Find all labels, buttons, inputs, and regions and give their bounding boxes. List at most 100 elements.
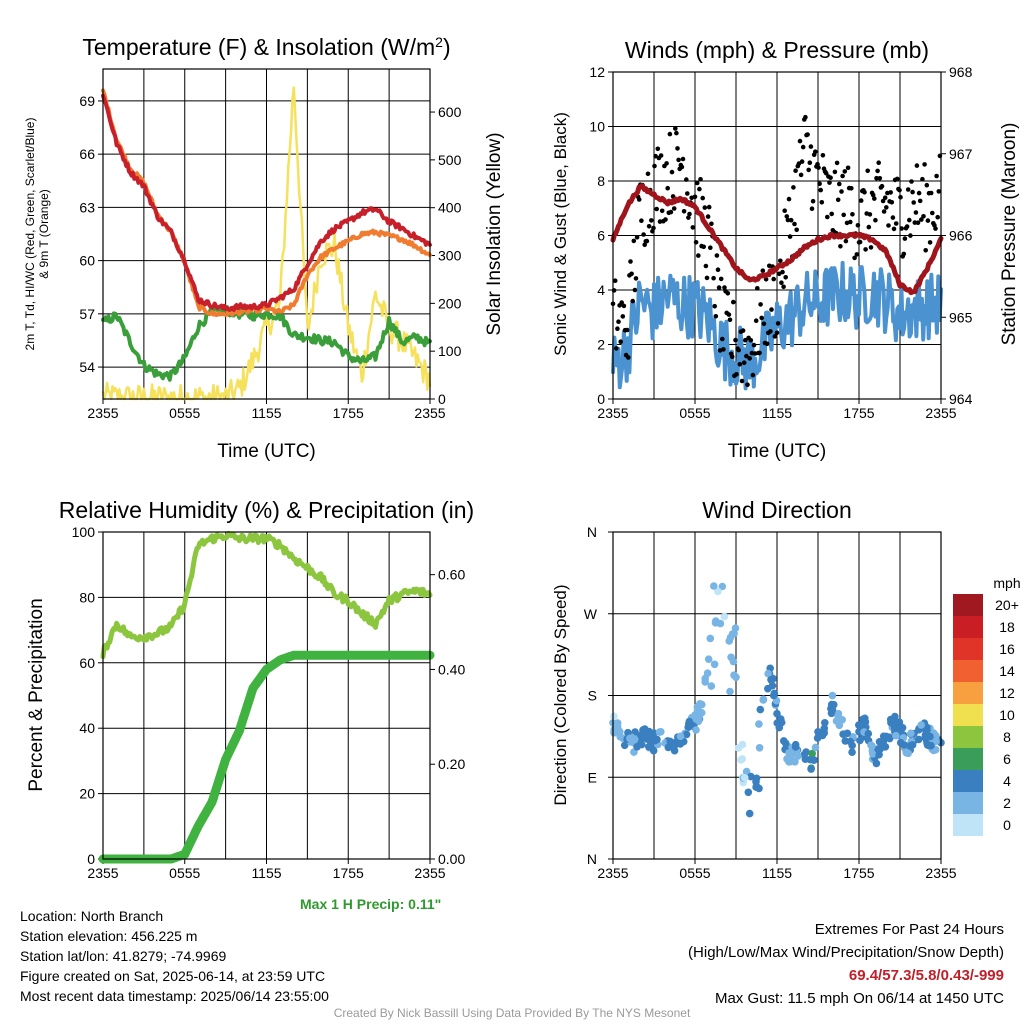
gust-point xyxy=(873,217,878,223)
colorbar-swatch xyxy=(953,814,983,836)
gust-point xyxy=(781,284,786,290)
gust-point xyxy=(913,210,919,215)
gust-point xyxy=(876,160,881,165)
gust-point xyxy=(867,212,873,217)
direction-point xyxy=(818,731,827,740)
winds-pressure-panel: 2355 0555 1155 1755 2355 Winds (mph) & Pressu… xyxy=(551,37,1020,462)
x-tick-label: 1155 xyxy=(762,865,792,881)
gust-point xyxy=(816,165,821,170)
gust-point xyxy=(628,259,633,264)
x-tick-label: 1755 xyxy=(843,865,874,881)
gust-point xyxy=(741,360,747,366)
gust-point xyxy=(927,240,933,245)
colorbar-swatch xyxy=(953,660,983,682)
gust-point xyxy=(720,336,725,342)
gust-point xyxy=(850,212,855,217)
y-tick-label: S xyxy=(588,688,597,704)
gust-point xyxy=(619,300,624,305)
colorbar-swatch xyxy=(953,726,983,748)
gust-point xyxy=(907,217,912,223)
direction-point xyxy=(676,732,685,741)
gust-point xyxy=(849,186,854,191)
colorbar-label: 6 xyxy=(1003,751,1011,767)
x-tick-label: 0555 xyxy=(679,865,710,881)
direction-point xyxy=(707,682,716,690)
gust-point xyxy=(845,165,851,171)
direction-point xyxy=(927,741,935,750)
gust-point xyxy=(935,214,940,220)
x-tick-label: 2355 xyxy=(597,405,628,421)
gust-point xyxy=(668,209,674,215)
gust-point xyxy=(852,255,857,261)
direction-point xyxy=(809,756,818,764)
gust-point xyxy=(784,214,790,219)
gust-point xyxy=(832,169,838,175)
y-tick-label: 0 xyxy=(87,851,95,867)
direction-point xyxy=(747,772,755,781)
direction-point xyxy=(703,669,712,677)
y-tick-label: 10 xyxy=(589,119,605,135)
gust-point xyxy=(704,275,710,281)
direction-point xyxy=(752,778,760,786)
gust-point xyxy=(612,278,618,284)
gust-point xyxy=(835,197,841,203)
gust-point xyxy=(868,245,874,250)
gust-point xyxy=(934,173,939,179)
series-relative-humidity xyxy=(100,530,433,660)
y-tick-label: 2 xyxy=(597,337,605,353)
y2-tick-label: 0 xyxy=(438,391,446,407)
gust-point xyxy=(858,198,864,203)
gust-point xyxy=(829,211,834,217)
gust-point xyxy=(882,195,888,200)
y-tick-label: 40 xyxy=(79,720,95,736)
gust-point xyxy=(716,285,722,290)
y-tick-label: W xyxy=(584,606,598,622)
gust-point xyxy=(748,338,754,343)
gust-point xyxy=(800,144,806,150)
direction-point xyxy=(692,726,700,734)
direction-point xyxy=(744,788,753,797)
gust-point xyxy=(904,224,910,229)
gust-point xyxy=(772,334,778,339)
direction-point xyxy=(875,750,883,759)
credit-line: Created By Nick Bassill Using Data Provi… xyxy=(333,1006,691,1020)
gust-point xyxy=(848,219,853,225)
plot-border xyxy=(612,531,942,860)
direction-point xyxy=(917,721,925,729)
x-tick-label: 1755 xyxy=(843,405,874,421)
gust-point xyxy=(687,211,692,217)
gust-point xyxy=(924,182,930,188)
gust-point xyxy=(712,303,717,309)
gust-point xyxy=(751,342,757,348)
chart-title: Temperature (F) & Insolation (W/m2) xyxy=(82,34,450,60)
gust-point xyxy=(681,209,687,214)
max-gust: Max Gust: 11.5 mph On 06/14 at 1450 UTC xyxy=(714,990,1004,1007)
direction-point xyxy=(834,711,842,720)
gust-point xyxy=(629,271,634,277)
gust-point xyxy=(636,197,642,202)
gust-point xyxy=(706,204,712,210)
y-tick-label: 57 xyxy=(79,306,95,322)
gust-point xyxy=(697,186,702,192)
gust-point xyxy=(910,189,915,195)
y-tick-label: 12 xyxy=(589,64,605,80)
gust-point xyxy=(895,176,900,182)
gust-point xyxy=(792,221,797,227)
direction-point xyxy=(616,733,624,741)
direction-point xyxy=(730,671,738,679)
gust-point xyxy=(686,215,691,220)
gust-point xyxy=(753,318,759,324)
gust-point xyxy=(715,267,721,273)
gust-point xyxy=(891,226,897,232)
direction-point xyxy=(907,741,915,750)
gust-point xyxy=(671,206,677,211)
gust-point xyxy=(827,180,832,185)
gust-point xyxy=(761,321,767,327)
gust-point xyxy=(758,302,763,307)
y-tick-label: 20 xyxy=(79,786,95,802)
direction-point xyxy=(773,719,781,727)
gust-point xyxy=(659,208,665,214)
direction-point xyxy=(694,715,703,723)
gust-point xyxy=(936,189,942,194)
